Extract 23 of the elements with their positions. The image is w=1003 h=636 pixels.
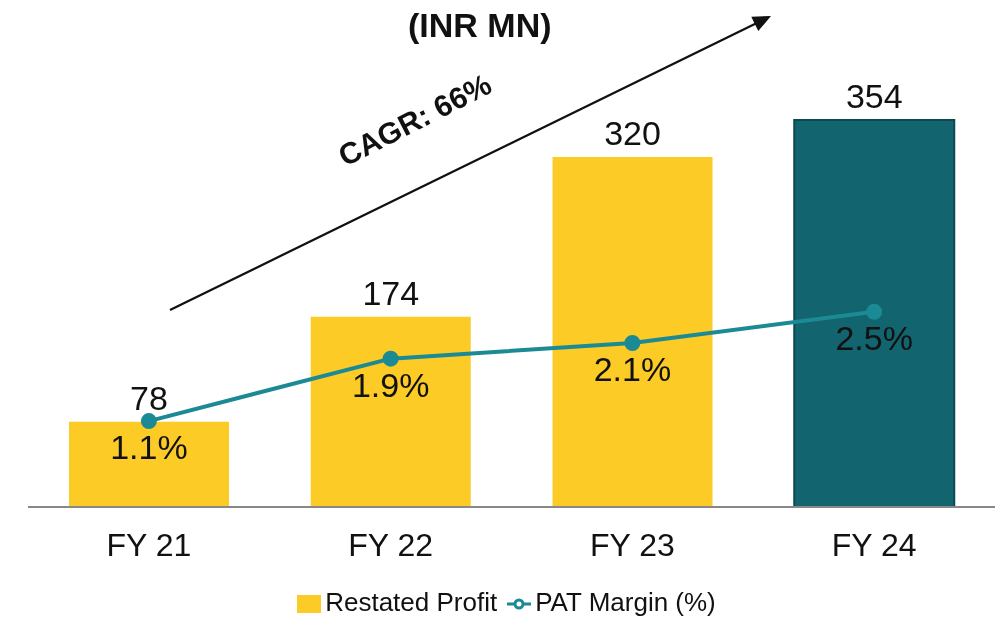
data-label: 174: [362, 273, 420, 312]
point: [382, 350, 399, 367]
data-label: 2.1%: [593, 350, 672, 389]
legend-label: Restated Profit: [325, 587, 498, 617]
point: [624, 335, 641, 352]
chart-title: (INR MN): [408, 6, 552, 45]
data-label: 320: [604, 114, 661, 153]
point: [140, 413, 157, 430]
bar: [793, 118, 956, 508]
data-label: 78: [130, 378, 168, 417]
x-tick-label: FY 23: [589, 526, 675, 563]
x-tick-label: FY 22: [348, 526, 434, 563]
x-tick-label: FY 24: [831, 526, 917, 563]
data-label: 1.1%: [110, 428, 188, 467]
bar: [69, 421, 229, 507]
x-tick-label: FY 21: [106, 526, 192, 563]
bar: [552, 157, 713, 507]
point: [866, 303, 883, 320]
data-label: 354: [845, 76, 903, 115]
data-label: 1.9%: [351, 365, 430, 404]
data-label: 2.5%: [835, 318, 913, 357]
legend-label: PAT Margin (%): [535, 587, 716, 617]
bar: [310, 316, 471, 507]
